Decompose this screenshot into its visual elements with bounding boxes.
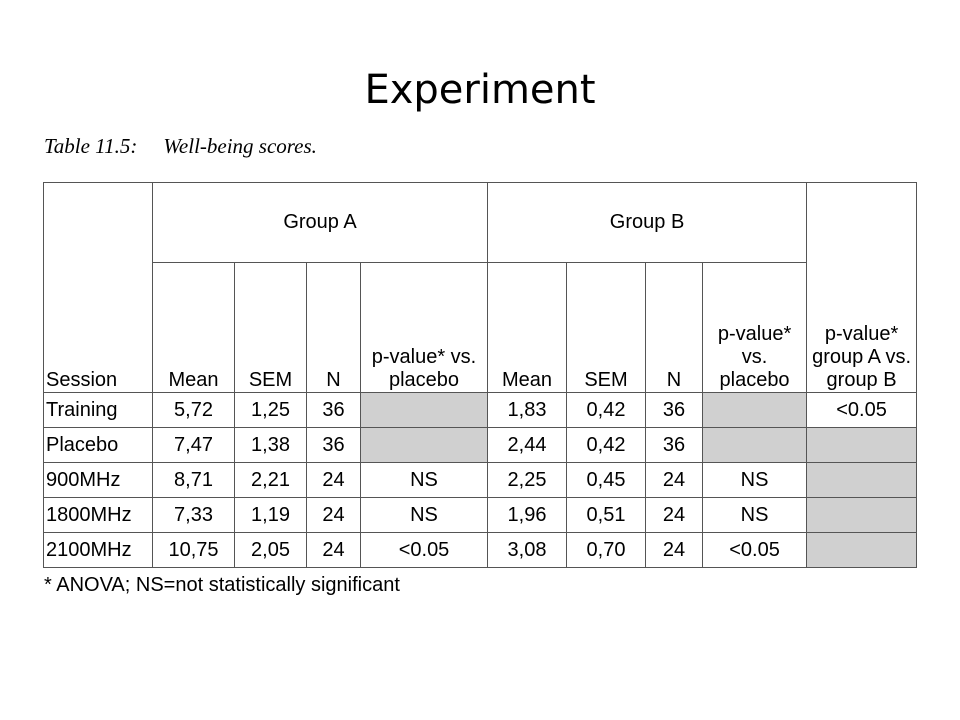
b-sem-cell: 0,42	[566, 427, 647, 463]
b-n-cell: 24	[645, 497, 704, 533]
well-being-table: Session Group A Group B p-value* group A…	[43, 182, 918, 568]
a-n-cell: 24	[306, 462, 361, 498]
p-value-a-vs-b-cell: <0.05	[806, 392, 918, 428]
a-sem-cell: 2,21	[234, 462, 307, 498]
b-mean-cell: 2,25	[487, 462, 568, 498]
p-value-a-vs-b-cell	[806, 462, 918, 498]
a-mean-cell: 7,47	[152, 427, 235, 463]
b-sem-cell: 0,45	[566, 462, 647, 498]
a-sem-cell: 1,25	[234, 392, 307, 428]
a-n-cell: 36	[306, 392, 361, 428]
group-b-header: Group B	[487, 182, 808, 263]
a-n-header: N	[306, 262, 361, 393]
b-n-cell: 24	[645, 532, 704, 568]
b-p-value-header: p-value* vs. placebo	[702, 262, 808, 393]
a-mean-cell: 5,72	[152, 392, 235, 428]
session-cell: 1800MHz	[43, 497, 153, 533]
b-p-value-cell: NS	[702, 462, 808, 498]
p-value-a-vs-b-cell	[806, 532, 918, 568]
b-sem-cell: 0,42	[566, 392, 647, 428]
table-row: 1800MHz 7,33 1,19 24 NS 1,96 0,51 24 NS	[43, 497, 918, 533]
b-p-value-cell: <0.05	[702, 532, 808, 568]
b-n-cell: 36	[645, 392, 704, 428]
table-caption-text: Well-being scores.	[163, 134, 317, 158]
p-value-a-vs-b-cell	[806, 497, 918, 533]
a-sem-cell: 2,05	[234, 532, 307, 568]
a-sem-header: SEM	[234, 262, 307, 393]
b-p-value-cell: NS	[702, 497, 808, 533]
a-n-cell: 24	[306, 497, 361, 533]
a-p-value-header: p-value* vs. placebo	[359, 262, 489, 393]
subheader-row: Mean SEM N p-value* vs. placebo Mean SEM…	[44, 262, 917, 393]
session-cell: Placebo	[43, 427, 153, 463]
session-cell: 2100MHz	[43, 532, 153, 568]
p-value-a-vs-b-cell	[806, 427, 918, 463]
table-row: 900MHz 8,71 2,21 24 NS 2,25 0,45 24 NS	[43, 462, 918, 498]
table-caption: Table 11.5: Well-being scores.	[44, 132, 317, 160]
a-mean-cell: 7,33	[152, 497, 235, 533]
a-mean-cell: 10,75	[152, 532, 235, 568]
b-sem-cell: 0,51	[566, 497, 647, 533]
b-n-cell: 24	[645, 462, 704, 498]
p-value-a-vs-b-header: p-value* group A vs. group B	[806, 182, 918, 393]
session-header: Session	[43, 182, 153, 393]
a-mean-header: Mean	[152, 262, 235, 393]
group-a-header: Group A	[151, 182, 489, 263]
group-header-row: Session Group A Group B p-value* group A…	[43, 182, 918, 393]
a-sem-cell: 1,38	[234, 427, 307, 463]
b-mean-header: Mean	[487, 262, 568, 393]
a-n-cell: 36	[306, 427, 361, 463]
a-p-value-cell: NS	[359, 497, 489, 533]
table-row: 2100MHz 10,75 2,05 24 <0.05 3,08 0,70 24…	[43, 532, 918, 568]
a-sem-cell: 1,19	[234, 497, 307, 533]
a-p-value-cell	[359, 427, 489, 463]
table-caption-label: Table 11.5:	[44, 134, 138, 158]
a-n-cell: 24	[306, 532, 361, 568]
b-mean-cell: 2,44	[487, 427, 568, 463]
table-row: Placebo 7,47 1,38 36 2,44 0,42 36	[43, 427, 918, 463]
session-cell: 900MHz	[43, 462, 153, 498]
a-p-value-cell	[359, 392, 489, 428]
a-p-value-cell: NS	[359, 462, 489, 498]
b-sem-header: SEM	[566, 262, 647, 393]
session-cell: Training	[43, 392, 153, 428]
b-n-cell: 36	[645, 427, 704, 463]
table-row: Training 5,72 1,25 36 1,83 0,42 36 <0.05	[43, 392, 918, 428]
b-sem-cell: 0,70	[566, 532, 647, 568]
slide-title: Experiment	[364, 67, 596, 113]
b-mean-cell: 3,08	[487, 532, 568, 568]
a-p-value-cell: <0.05	[359, 532, 489, 568]
a-mean-cell: 8,71	[152, 462, 235, 498]
b-n-header: N	[645, 262, 704, 393]
b-p-value-cell	[702, 427, 808, 463]
b-mean-cell: 1,96	[487, 497, 568, 533]
b-p-value-cell	[702, 392, 808, 428]
b-mean-cell: 1,83	[487, 392, 568, 428]
table-footnote: * ANOVA; NS=not statistically significan…	[44, 574, 400, 596]
